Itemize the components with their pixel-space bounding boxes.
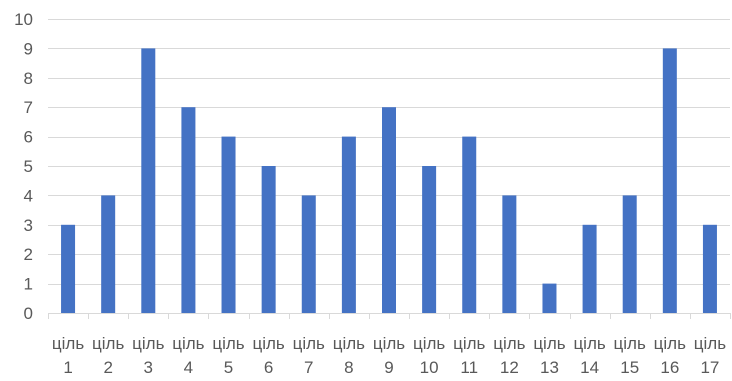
x-tick-label-line2: 9 [384,358,393,376]
bars [61,48,717,314]
y-tick-label: 4 [24,186,33,205]
x-tick-label-line2: 12 [500,358,519,376]
x-tick-label-line1: ціль [694,334,726,353]
bar [261,166,276,313]
x-tick-label-line1: ціль [614,334,646,353]
bar [662,48,677,314]
bar [502,195,517,313]
x-tick-label-line1: ціль [453,334,485,353]
y-axis-tick-labels: 0 1 2 3 4 5 6 7 8 9 10 [14,10,33,323]
bar [341,136,356,313]
y-tick-label: 5 [24,157,33,176]
x-tick-label-line1: ціль [252,334,284,353]
x-tick-label-line2: 1 [63,358,72,376]
bar [382,107,396,313]
x-tick-label-line2: 6 [264,358,273,376]
x-tick-label-line1: ціль [52,334,84,353]
bar [101,195,116,313]
x-axis-tick-labels: ціль 1 ціль 2 ціль 3 ціль 4 ціль 5 ціль 6 ціль 7 ціль 8… [52,334,726,377]
x-tick-label-line1: ціль [293,334,325,353]
bar [301,195,316,313]
x-tick-label-line2: 11 [460,358,478,376]
y-tick-label: 7 [24,98,33,117]
x-tick-label-line1: ціль [654,334,686,353]
y-tick-label: 8 [24,69,33,88]
bar [181,107,196,313]
x-tick-label-line2: 2 [103,358,112,376]
y-tick-label: 2 [24,245,33,264]
x-tick-label-line1: ціль [413,334,445,353]
bar [462,136,477,313]
x-tick-label-line1: ціль [533,334,565,353]
y-tick-label: 6 [24,128,33,147]
bar [542,283,557,313]
x-tick-label-line2: 10 [420,358,439,376]
x-tick-label-line1: ціль [333,334,365,353]
x-tick-label-line1: ціль [92,334,124,353]
bar [582,224,597,313]
x-tick-label-line2: 13 [540,358,559,376]
x-tick-label-line2: 15 [620,358,639,376]
x-tick-label-line2: 17 [700,358,719,376]
x-tick-label-line2: 14 [580,358,599,376]
x-tick-label-line2: 5 [224,358,233,376]
x-tick-label-line2: 8 [344,358,353,376]
bar [702,224,717,313]
x-tick-label-line1: ціль [212,334,244,353]
bar [422,166,437,313]
y-tick-label: 9 [24,39,33,58]
x-tick-label-line1: ціль [573,334,605,353]
x-tick-label-line2: 16 [660,358,679,376]
x-tick-label-line2: 7 [304,358,313,376]
y-tick-label: 3 [24,216,33,235]
x-tick-label-line1: ціль [493,334,525,353]
y-tick-label: 1 [24,275,33,294]
bar [221,136,236,313]
bar [61,224,76,313]
y-tick-label: 10 [14,10,33,29]
bar [141,48,156,314]
x-tick-label-line2: 4 [184,358,193,376]
x-tick-label-line1: ціль [132,334,164,353]
x-tick-label-line1: ціль [172,334,204,353]
y-tick-label: 0 [24,304,33,323]
x-tick-label-line1: ціль [373,334,405,353]
x-tick-label-line2: 3 [144,358,153,376]
bar [622,195,637,313]
